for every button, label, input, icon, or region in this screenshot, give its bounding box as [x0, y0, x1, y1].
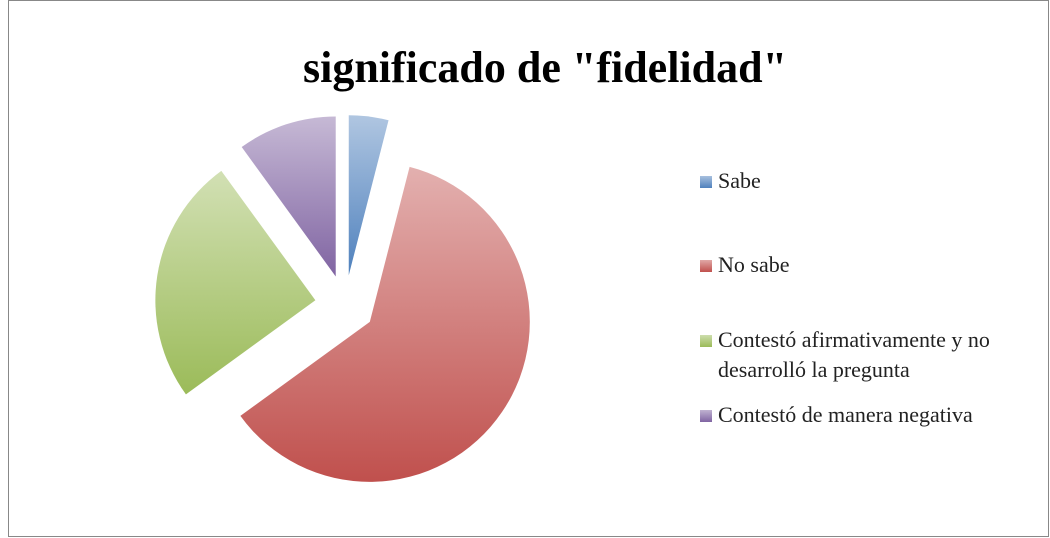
legend-label: Sabe: [718, 168, 761, 193]
legend-swatch: [700, 260, 712, 272]
pie-slice: [155, 170, 316, 395]
legend-swatch: [700, 410, 712, 422]
legend-label: No sabe: [718, 252, 790, 277]
pie: [155, 115, 530, 482]
legend-label: Contestó de manera negativa: [718, 402, 973, 427]
pie-slice: [241, 116, 336, 277]
legend-label: Contestó afirmativamente y no desarrolló…: [718, 327, 990, 382]
pie-slice: [348, 115, 389, 276]
legend-swatch: [700, 176, 712, 188]
chart-title: significado de "fidelidad": [303, 43, 787, 92]
pie-slice: [240, 166, 530, 482]
legend-swatch: [700, 335, 712, 347]
